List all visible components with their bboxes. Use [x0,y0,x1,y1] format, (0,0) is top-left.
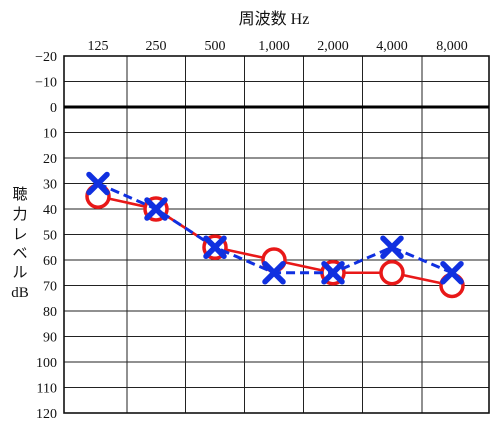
chart-title: 周波数 Hz [239,10,310,28]
series [85,171,465,299]
y-axis-label: レ [12,227,27,243]
y-tick-label: 40 [43,203,57,218]
y-tick-label: 0 [50,101,57,116]
y-tick-label: 80 [43,305,57,320]
y-axis-label: 聴 [12,186,27,203]
y-tick-label: 100 [36,356,57,371]
y-tick-label: 20 [43,152,57,167]
grid [63,55,490,414]
y-tick-label: 120 [36,407,57,422]
x-tick-label: 250 [146,39,167,54]
y-tick-label: −10 [35,76,57,91]
data-point-circle [379,260,405,286]
x-tick-label: 4,000 [376,39,408,54]
y-tick-label: 90 [43,331,57,346]
plot-frame [63,55,490,414]
y-tick-label: 110 [37,382,57,397]
y-axis-label: 力 [12,206,27,223]
data-point-x [380,235,404,259]
x-tick-label: 125 [88,39,109,54]
axis-labels: 125 250 500 1,000 2,000 4,000 8,000 −20 −10 0 10 20… [11,39,468,422]
y-axis-label: ル [12,265,27,281]
y-axis-label: ベ [12,246,27,262]
data-point-x [144,197,168,221]
y-tick-label: 10 [43,127,57,142]
y-tick-label: 60 [43,254,57,269]
y-tick-label: 50 [43,229,57,244]
data-point-x [86,171,110,196]
x-tick-label: 2,000 [317,39,349,54]
data-point-x [440,261,464,285]
y-tick-label: 30 [43,178,57,193]
x-tick-label: 500 [205,39,226,54]
data-point-x [203,235,227,259]
y-axis-label: dB [11,285,29,301]
y-tick-label: 70 [43,280,57,295]
x-tick-label: 8,000 [436,39,468,54]
y-tick-label: −20 [35,50,57,65]
data-point-x [321,261,345,285]
series-1 [86,171,464,285]
x-tick-label: 1,000 [258,39,290,54]
data-point-x [262,261,286,285]
